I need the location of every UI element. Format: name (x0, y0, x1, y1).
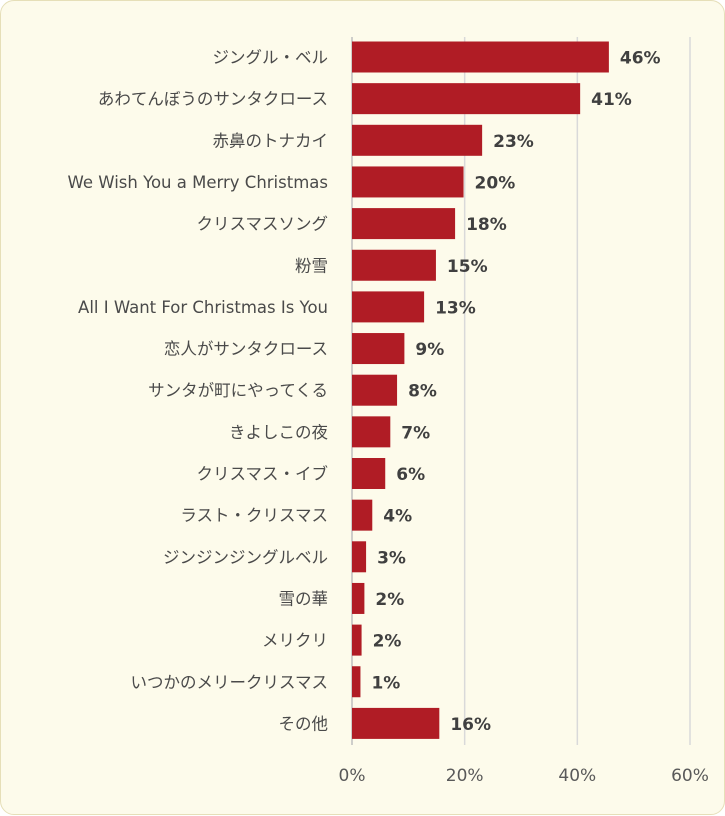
bar (352, 208, 456, 240)
data-label: 7% (401, 423, 430, 443)
bar (352, 541, 367, 573)
bar (352, 624, 362, 656)
category-label: We Wish You a Merry Christmas (68, 173, 329, 192)
x-tick-labels: 0% 20% 40% 60% (339, 766, 709, 786)
category-label: メリクリ (262, 631, 328, 650)
bar (352, 124, 483, 156)
data-label: 15% (447, 257, 488, 277)
data-label: 20% (475, 173, 516, 193)
category-label: 恋人がサンタクロース (164, 339, 328, 359)
data-label: 1% (371, 673, 400, 693)
bar (352, 666, 361, 698)
data-label: 41% (591, 90, 632, 110)
x-tick-label: 60% (671, 766, 709, 786)
data-label: 9% (415, 340, 444, 360)
category-label: いつかのメリークリスマス (130, 673, 328, 692)
category-label: クリスマスソング (196, 215, 328, 234)
data-label: 6% (396, 465, 425, 485)
bars (352, 41, 609, 739)
bar (352, 333, 405, 365)
data-label: 13% (435, 298, 476, 318)
data-label: 23% (493, 132, 534, 152)
bar (352, 83, 581, 115)
bar (352, 41, 609, 73)
category-label: その他 (279, 714, 329, 733)
data-label: 3% (377, 548, 406, 568)
bar (352, 291, 425, 323)
bar (352, 499, 373, 531)
category-label: 粉雪 (295, 256, 328, 275)
x-tick-label: 0% (339, 766, 366, 786)
bar (352, 374, 398, 406)
category-label: ラスト・クリスマス (180, 506, 328, 525)
bar (352, 707, 440, 739)
bar (352, 166, 464, 198)
data-label: 2% (373, 632, 402, 652)
data-label: 16% (450, 715, 491, 735)
bar (352, 582, 365, 614)
bar (352, 249, 436, 281)
category-label: 雪の華 (279, 589, 329, 608)
data-label: 18% (466, 215, 507, 235)
category-label: All I Want For Christmas Is You (78, 298, 328, 317)
bar (352, 458, 386, 489)
value-labels: 46% 41% 23% 20% 18% 15% 13% 9% 8% 7% 6% 4% 3% 2% 2% 1% 1… (371, 49, 660, 735)
data-label: 46% (620, 49, 661, 69)
category-label: サンタが町にやってくる (148, 381, 328, 400)
category-label: ジングル・ベル (213, 48, 329, 67)
category-label: きよしこの夜 (229, 423, 328, 442)
data-label: 8% (408, 382, 437, 402)
x-tick-label: 40% (558, 766, 596, 786)
data-label: 2% (375, 590, 404, 610)
category-label: クリスマス・イブ (196, 464, 328, 484)
category-label: あわてんぼうのサンタクロース (98, 90, 328, 109)
category-label: 赤鼻のトナカイ (213, 131, 329, 150)
x-tick-label: 20% (446, 766, 484, 786)
data-label: 4% (383, 507, 412, 527)
bar (352, 416, 391, 448)
category-label: ジンジンジングルベル (163, 548, 328, 567)
